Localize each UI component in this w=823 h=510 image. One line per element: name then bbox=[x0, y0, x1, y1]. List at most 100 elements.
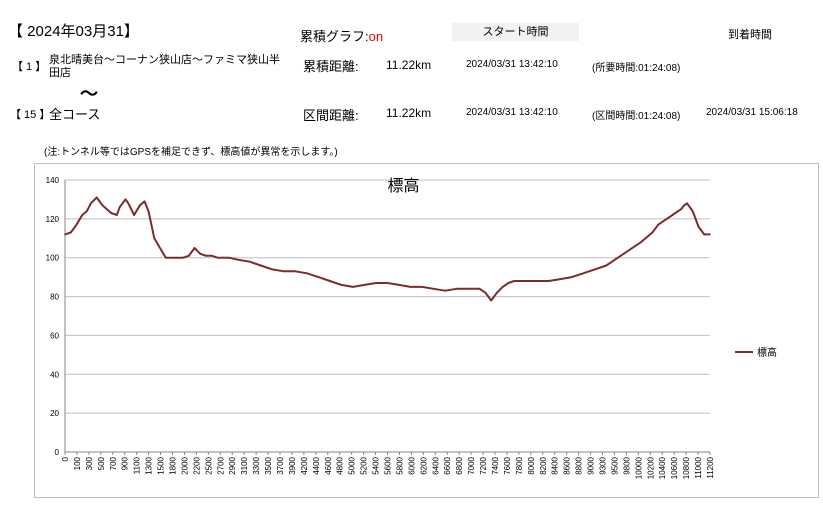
cumulative-distance-label: 累積距離: bbox=[303, 59, 359, 74]
data-point bbox=[455, 288, 458, 290]
data-point bbox=[680, 208, 683, 210]
x-tick-label: 10800 bbox=[682, 456, 691, 479]
data-point bbox=[159, 247, 161, 249]
x-tick-label: 3700 bbox=[276, 456, 285, 474]
x-tick-label: 6200 bbox=[419, 456, 428, 474]
data-point bbox=[260, 264, 262, 267]
report-date: 【 2024年03月31】 bbox=[8, 23, 139, 40]
x-tick-label: 8000 bbox=[527, 456, 536, 474]
x-tick-label: 7800 bbox=[515, 456, 524, 474]
data-point bbox=[605, 264, 608, 267]
x-tick-label: 100 bbox=[73, 456, 82, 470]
data-point bbox=[153, 237, 156, 240]
x-tick-label: 3100 bbox=[240, 456, 249, 474]
y-tick-label: 20 bbox=[50, 409, 59, 418]
gps-note: (注:トンネル等ではGPSを補足できず、標高値が異常を示します。) bbox=[44, 147, 338, 158]
x-tick-label: 7000 bbox=[467, 456, 476, 474]
data-point bbox=[283, 270, 285, 273]
data-point bbox=[236, 258, 239, 261]
x-tick-label: 4800 bbox=[336, 456, 345, 474]
data-point bbox=[170, 256, 173, 259]
data-point bbox=[176, 256, 179, 259]
legend-label: 標高 bbox=[757, 346, 777, 359]
cumulative-graph-toggle[interactable]: 累積グラフ:on bbox=[300, 26, 383, 45]
x-tick-label: 11000 bbox=[694, 456, 703, 478]
section-distance-label: 区間距離: bbox=[303, 108, 359, 123]
data-point bbox=[501, 286, 504, 288]
arrival-time-header: 到着時間 bbox=[728, 29, 772, 41]
data-point bbox=[352, 286, 354, 288]
route-number: 【 1 】 bbox=[12, 61, 47, 73]
route-separator: ～ bbox=[80, 84, 98, 104]
section-number: 【 15 】 bbox=[10, 109, 51, 121]
data-point bbox=[657, 223, 659, 226]
data-point bbox=[340, 284, 343, 286]
data-point bbox=[651, 231, 654, 234]
data-point bbox=[271, 268, 274, 271]
data-point bbox=[674, 212, 677, 214]
x-tick-label: 10600 bbox=[670, 456, 679, 479]
x-tick-label: 10200 bbox=[646, 456, 655, 479]
data-point bbox=[703, 233, 706, 236]
x-tick-label: 500 bbox=[97, 456, 106, 470]
x-tick-label: 3900 bbox=[288, 456, 297, 474]
data-point bbox=[467, 288, 469, 290]
data-point bbox=[363, 284, 366, 286]
x-tick-label: 5600 bbox=[384, 456, 393, 474]
data-point bbox=[133, 214, 135, 216]
data-point bbox=[478, 288, 481, 290]
x-tick-label: 9500 bbox=[610, 456, 619, 474]
data-point bbox=[306, 272, 308, 275]
data-point bbox=[640, 241, 642, 243]
data-point bbox=[559, 278, 562, 280]
data-point bbox=[691, 210, 694, 212]
data-point bbox=[222, 256, 225, 259]
x-tick-label: 2900 bbox=[228, 456, 237, 474]
data-point bbox=[490, 299, 492, 302]
x-tick-label: 8400 bbox=[551, 456, 560, 474]
x-tick-label: 5200 bbox=[360, 456, 369, 474]
data-point bbox=[188, 254, 190, 257]
x-tick-label: 10000 bbox=[634, 456, 643, 479]
data-point bbox=[110, 212, 112, 214]
x-tick-label: 2000 bbox=[180, 456, 189, 474]
x-tick-label: 0 bbox=[61, 456, 70, 461]
elevation-chart: 0 20 40 60 80 100 120 140 0 100 300 500 700 900 1100 13… bbox=[34, 163, 819, 498]
data-point bbox=[143, 200, 146, 203]
data-point bbox=[409, 286, 412, 288]
cumulative-graph-label: 累積グラフ: bbox=[300, 29, 369, 44]
x-tick-label: 700 bbox=[109, 456, 118, 470]
section-arrival-time: 2024/03/31 15:06:18 bbox=[706, 107, 798, 118]
data-point bbox=[709, 233, 711, 236]
data-point bbox=[524, 280, 527, 282]
data-point bbox=[124, 198, 127, 201]
y-tick-label: 140 bbox=[46, 176, 60, 185]
data-point bbox=[193, 247, 196, 249]
route-start-time: 2024/03/31 13:42:10 bbox=[466, 59, 558, 70]
data-point bbox=[496, 291, 498, 294]
data-point bbox=[294, 270, 297, 273]
data-point bbox=[164, 256, 167, 259]
data-point bbox=[211, 254, 213, 257]
y-tick-label: 80 bbox=[50, 293, 59, 302]
data-point bbox=[228, 256, 230, 259]
cumulative-distance-value: 11.22km bbox=[386, 58, 432, 72]
x-tick-label: 9000 bbox=[587, 456, 596, 474]
data-point bbox=[248, 260, 251, 263]
data-point bbox=[683, 204, 685, 207]
x-tick-label: 1100 bbox=[133, 456, 142, 474]
data-point bbox=[398, 284, 400, 286]
x-tick-label: 2200 bbox=[192, 456, 201, 474]
data-point bbox=[432, 288, 435, 290]
cumulative-graph-state: on bbox=[368, 29, 384, 44]
data-point bbox=[547, 280, 550, 282]
x-tick-label: 4400 bbox=[312, 456, 321, 474]
x-tick-label: 9300 bbox=[599, 456, 608, 474]
y-tick-label: 40 bbox=[50, 370, 59, 379]
series-line bbox=[64, 196, 710, 302]
x-tick-label: 5800 bbox=[395, 456, 404, 474]
data-point bbox=[69, 231, 72, 234]
data-point bbox=[617, 256, 619, 259]
data-point bbox=[127, 202, 130, 205]
data-point bbox=[484, 291, 487, 294]
